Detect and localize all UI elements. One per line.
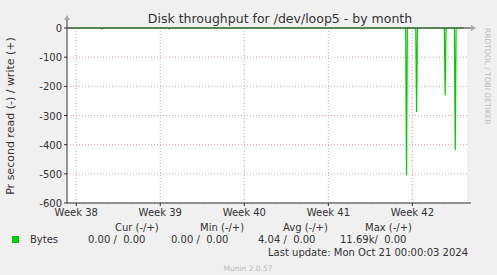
summary-header: Max (-/+) xyxy=(365,222,412,233)
y-label: Pr second read (-) / write (+) xyxy=(4,37,17,195)
x-tick-label: Week 41 xyxy=(307,207,350,218)
summary-header: Min (-/+) xyxy=(200,222,244,233)
y-tick-label: -200 xyxy=(39,81,62,92)
summary-cell: 0.00 / 0.00 xyxy=(171,234,228,245)
legend-swatch xyxy=(12,236,19,243)
summary-cell: 0.00 / 0.00 xyxy=(88,234,145,245)
title: Disk throughput for /dev/loop5 - by mont… xyxy=(148,11,412,26)
plot-area xyxy=(67,28,467,203)
axis-arrow xyxy=(471,25,476,31)
axis-arrow xyxy=(64,15,70,20)
y-axis xyxy=(67,20,68,203)
watermark: RRDTOOL / TOBI OETIKER xyxy=(483,28,492,125)
grid-line xyxy=(412,28,413,203)
y-tick-label: -100 xyxy=(39,52,62,63)
y-tick-label: 0 xyxy=(56,23,62,34)
last-update: Last update: Mon Oct 21 00:00:03 2024 xyxy=(268,247,468,258)
legend-label: Bytes xyxy=(30,234,58,245)
y-tick-label: -400 xyxy=(39,140,62,151)
chart: Disk throughput for /dev/loop5 - by mont… xyxy=(0,0,497,275)
grid-line xyxy=(160,28,161,203)
zero-line xyxy=(67,28,471,29)
x-tick-label: Week 39 xyxy=(139,207,182,218)
summary-header: Avg (-/+) xyxy=(283,222,328,233)
series-group xyxy=(68,28,464,175)
x-axis xyxy=(67,203,471,204)
x-tick-label: Week 38 xyxy=(55,207,98,218)
summary-cell: 4.04 / 0.00 xyxy=(258,234,315,245)
summary-cell: 11.69k/ 0.00 xyxy=(340,234,406,245)
y-tick-label: -500 xyxy=(39,169,62,180)
grid-line xyxy=(328,28,329,203)
summary-header: Cur (-/+) xyxy=(115,222,159,233)
grid-line xyxy=(76,28,77,203)
y-tick-label: -300 xyxy=(39,111,62,122)
grid-line xyxy=(244,28,245,203)
background xyxy=(0,0,497,275)
x-tick-label: Week 42 xyxy=(391,207,434,218)
footer: Munin 2.0.57 xyxy=(223,264,272,273)
series-line xyxy=(68,28,464,175)
x-tick-label: Week 40 xyxy=(223,207,266,218)
